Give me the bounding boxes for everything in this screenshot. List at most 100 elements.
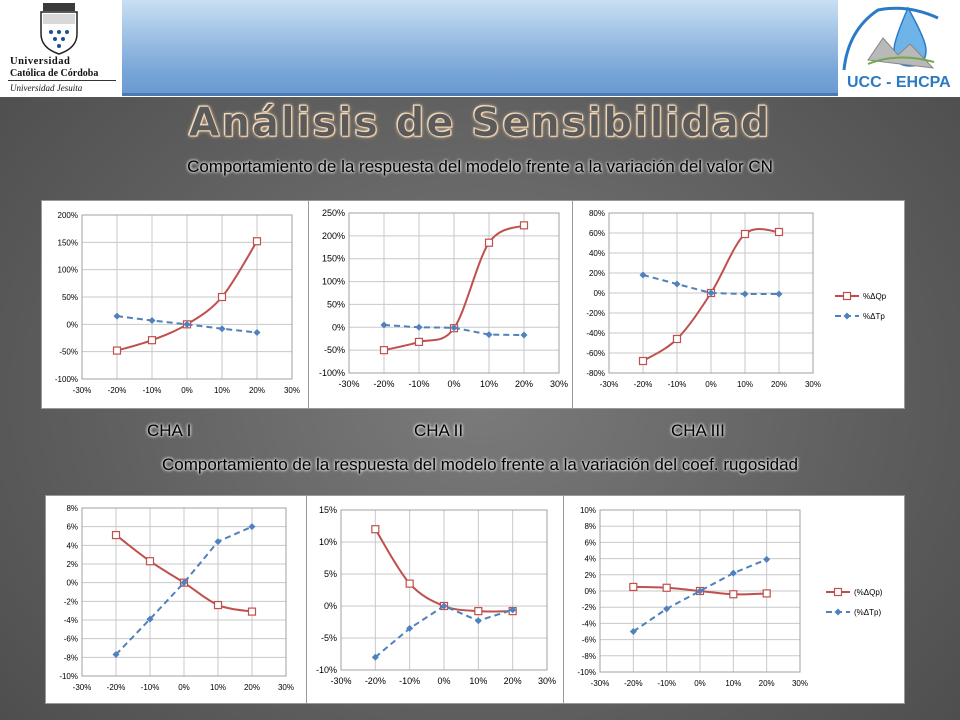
label-cha1: CHA I	[147, 421, 192, 440]
x-tick-label: 0%	[694, 679, 706, 688]
x-tick-label: 30%	[550, 379, 568, 389]
chart-rug-cha2: -10% -5% 0% 5% 10% 15% -30% -20% -10% 0% 10% 20% 30%	[307, 496, 563, 703]
data-point-qp	[247, 607, 257, 616]
y-tick-label: -6%	[64, 635, 78, 644]
y-tick-label: 8%	[66, 504, 78, 513]
x-tick-label: 0%	[178, 683, 190, 692]
data-point-qp	[762, 589, 771, 598]
y-tick-label: 80%	[589, 209, 605, 218]
x-tick-label: -20%	[365, 676, 386, 686]
data-point-tp	[406, 624, 414, 632]
y-tick-label: 2%	[66, 560, 78, 569]
plot-area	[608, 212, 814, 374]
data-point-tp	[146, 615, 154, 623]
y-tick-label: 0%	[593, 289, 605, 298]
data-point-tp	[696, 587, 704, 595]
data-point-tp	[183, 320, 191, 328]
x-tick-label: -20%	[634, 380, 653, 389]
y-tick-label: 10%	[319, 537, 337, 547]
chart-cn-cha3-svg: -80% -60% -40% -20% 0% 20% 40% 60% 80% -30% -20% -1…	[586, 209, 887, 389]
y-tick-label: 60%	[589, 229, 605, 238]
chart-divider	[308, 201, 309, 408]
legend-label: %ΔTp	[863, 312, 885, 321]
section1-subtitle: Comportamiento de la respuesta del model…	[187, 157, 773, 176]
x-tick-label: 20%	[244, 683, 260, 692]
y-tick-label: -5%	[321, 633, 337, 643]
x-tick-label: -30%	[330, 676, 351, 686]
y-tick-label: -80%	[586, 369, 605, 378]
y-tick-label: -6%	[582, 636, 596, 645]
data-point-qp	[379, 346, 389, 355]
x-tick-label: 30%	[792, 679, 808, 688]
x-tick-label: -30%	[338, 379, 359, 389]
data-point-qp	[145, 557, 155, 566]
chart-rug-cha1: -10% -8% -6% -4% -2% 0% 2% 4% 6% 8% -30% -20% -10% 0%…	[46, 496, 306, 703]
data-point-qp	[414, 337, 424, 347]
x-tick-label: 20%	[515, 379, 533, 389]
x-tick-label: 0%	[705, 380, 717, 389]
rugosidad-chart-row: -10% -8% -6% -4% -2% 0% 2% 4% 6% 8% -30% -20% -10% 0%…	[45, 495, 905, 704]
legend-marker-tp	[843, 312, 851, 320]
data-point-qp	[729, 590, 738, 599]
logo-text-3: Universidad Jesuita	[10, 83, 83, 93]
legend-marker-qp	[833, 587, 843, 597]
y-tick-label: 100%	[322, 277, 345, 287]
data-point-tp	[415, 323, 423, 331]
x-tick-label: 10%	[737, 380, 753, 389]
y-tick-label: 0%	[584, 587, 596, 596]
data-point-qp	[638, 356, 648, 366]
university-logo: Universidad Católica de Córdoba Universi…	[0, 0, 122, 97]
y-tick-label: 15%	[319, 505, 337, 515]
x-tick-label: 10%	[480, 379, 498, 389]
y-tick-label: -8%	[64, 653, 78, 662]
y-tick-label: 200%	[58, 211, 78, 220]
x-tick-label: 30%	[805, 380, 821, 389]
y-tick-label: 50%	[62, 293, 78, 302]
x-tick-label: 20%	[759, 679, 775, 688]
data-point-tp	[474, 617, 482, 625]
data-point-tp	[741, 290, 749, 298]
x-tick-label: 30%	[538, 676, 556, 686]
data-point-tp	[440, 602, 448, 610]
data-point-qp	[217, 292, 227, 302]
data-point-tp	[729, 569, 737, 577]
y-tick-label: -100%	[55, 375, 78, 384]
x-tick-label: 10%	[469, 676, 487, 686]
y-tick-label: -4%	[582, 619, 596, 628]
series-line-tp	[115, 525, 253, 656]
data-point-qp	[371, 525, 380, 534]
x-tick-label: -30%	[73, 683, 92, 692]
y-tick-label: 8%	[584, 522, 596, 531]
data-point-tp	[639, 271, 647, 279]
data-point-qp	[484, 238, 494, 247]
chart-divider	[572, 201, 573, 408]
chart-cn-cha1-svg: -100% -50% 0% 50% 100% 150% 200% -30% -20% -10% 0%…	[55, 211, 300, 395]
plot-area	[81, 214, 293, 380]
label-cha3: CHA III	[671, 421, 725, 440]
logo-divider	[8, 80, 116, 81]
legend-label: %ΔQp	[863, 292, 887, 301]
y-tick-label: 0%	[66, 579, 78, 588]
chart-divider	[563, 496, 564, 703]
chart-cn-cha2: -100% -50% 0% 50% 100% 150% 200% 250% -30% -20% -1…	[309, 201, 572, 408]
section2-subtitle: Comportamiento de la respuesta del model…	[162, 455, 798, 474]
data-point-tp	[629, 628, 637, 635]
header-banner: Universidad Católica de Córdoba Universi…	[0, 0, 960, 97]
data-point-tp	[218, 325, 226, 333]
x-tick-label: -10%	[141, 683, 160, 692]
plot-area	[81, 507, 287, 677]
data-point-qp	[519, 221, 529, 230]
data-point-tp	[509, 606, 517, 614]
y-tick-label: 20%	[589, 269, 605, 278]
logo-text-1: Universidad	[10, 56, 71, 67]
y-tick-label: -10%	[577, 668, 596, 677]
plot-area	[599, 509, 801, 673]
data-point-tp	[707, 289, 715, 297]
chart-rug-cha1-svg: -10% -8% -6% -4% -2% 0% 2% 4% 6% 8% -30% -20% -10% 0%…	[59, 504, 294, 692]
data-point-qp	[672, 334, 682, 344]
data-point-tp	[112, 651, 120, 659]
x-tick-label: 0%	[437, 676, 450, 686]
chart-divider	[306, 496, 307, 703]
chart-rug-cha3: -10% -8% -6% -4% -2% 0% 2% 4% 6% 8% 10% -30% -20% -10…	[564, 496, 904, 703]
data-point-tp	[148, 317, 156, 325]
